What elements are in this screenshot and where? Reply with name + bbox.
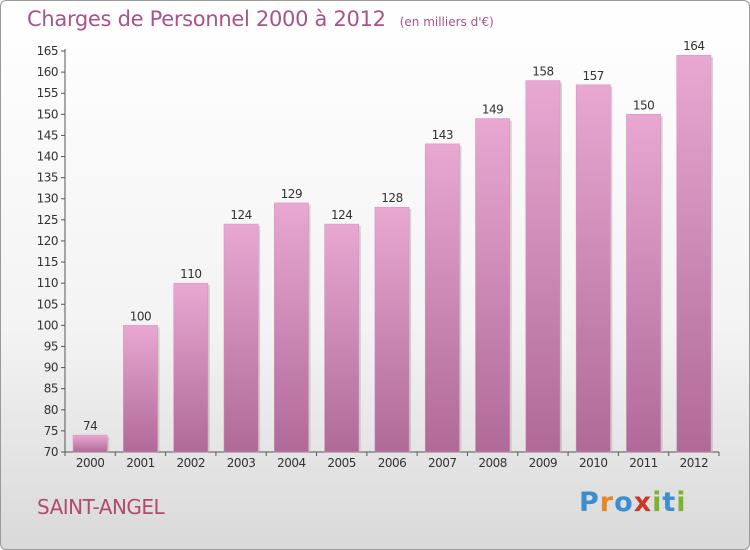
data-label-2011: 150 <box>633 98 654 112</box>
bar-2010 <box>575 84 611 453</box>
data-label-2007: 143 <box>432 128 453 142</box>
y-tick-label: 155 <box>37 86 58 100</box>
y-tick-label: 150 <box>37 107 58 121</box>
bar-2004 <box>274 202 309 453</box>
y-tick-label: 130 <box>37 192 58 206</box>
data-label-2004: 129 <box>281 187 302 201</box>
chart-subtitle: (en milliers d'€) <box>399 15 494 29</box>
data-label-2005: 124 <box>331 208 352 222</box>
y-tick-label: 145 <box>37 128 58 142</box>
bar-2012 <box>676 54 712 453</box>
x-tick-label-2006: 2006 <box>378 456 407 470</box>
y-tick-label: 110 <box>37 276 58 290</box>
x-tick-label-2009: 2009 <box>529 456 558 470</box>
data-label-2010: 157 <box>583 69 604 83</box>
y-tick-label: 100 <box>37 318 58 332</box>
y-tick-label: 85 <box>44 382 58 396</box>
data-label-2001: 100 <box>130 309 151 323</box>
x-tick-label-2012: 2012 <box>680 456 709 470</box>
x-tick-label-2004: 2004 <box>277 456 306 470</box>
logo-letter: x <box>633 487 653 518</box>
y-tick-label: 165 <box>37 44 58 58</box>
y-tick-label: 140 <box>37 150 58 164</box>
y-tick-label: 80 <box>44 403 58 417</box>
data-label-2006: 128 <box>381 191 402 205</box>
data-label-2003: 124 <box>230 208 251 222</box>
data-label-2008: 149 <box>482 103 503 117</box>
bar-2008 <box>475 118 510 453</box>
data-label-2012: 164 <box>683 39 704 53</box>
bars <box>72 54 713 453</box>
x-tick-label-2003: 2003 <box>227 456 256 470</box>
bar-2002 <box>173 282 209 453</box>
x-tick-label-2005: 2005 <box>327 456 356 470</box>
y-tick-label: 120 <box>37 234 58 248</box>
bar-2011 <box>626 114 661 453</box>
data-label-2009: 158 <box>532 65 553 79</box>
x-tick-label-2001: 2001 <box>126 456 155 470</box>
y-tick-label: 105 <box>37 297 58 311</box>
axes: 70 75 80 85 90 95 100 105 110 115 120 125 130 135 140 1… <box>37 44 720 470</box>
y-tick-label: 125 <box>37 213 58 227</box>
data-label-2002: 110 <box>180 267 201 281</box>
logo-letter: i <box>652 487 663 518</box>
logo-letter: t <box>662 487 677 518</box>
bar-2006 <box>374 206 410 453</box>
x-tick-label-2011: 2011 <box>629 456 658 470</box>
bar-2007 <box>424 143 460 453</box>
data-labels: 74 100 110 124 129 124 128 143 149 158 157 150 164 <box>83 39 705 433</box>
bar-2005 <box>324 223 360 453</box>
y-tick-label: 90 <box>44 361 58 375</box>
commune-name: SAINT-ANGEL <box>37 495 165 519</box>
bar-2000 <box>72 434 108 453</box>
bar-2001 <box>123 325 158 453</box>
logo-letter: i <box>676 487 687 518</box>
y-tick-label: 75 <box>44 424 58 438</box>
y-tick-label: 115 <box>37 255 58 269</box>
x-tick-label-2000: 2000 <box>76 456 105 470</box>
bar-2003 <box>223 223 259 453</box>
bar-2009 <box>525 80 561 453</box>
y-tick-label: 160 <box>37 65 58 79</box>
x-tick-label-2008: 2008 <box>478 456 507 470</box>
logo-letter: r <box>599 487 615 518</box>
logo-letter: P <box>579 487 600 518</box>
proxiti-logo: Proxiti <box>579 487 687 518</box>
data-label-2000: 74 <box>83 419 97 433</box>
logo-letter: o <box>614 487 634 518</box>
y-tick-label: 70 <box>44 445 58 459</box>
chart-title: Charges de Personnel 2000 à 2012 <box>27 7 386 31</box>
title-row: Charges de Personnel 2000 à 2012 (en mill… <box>27 7 494 31</box>
x-tick-label-2007: 2007 <box>428 456 457 470</box>
x-tick-label-2002: 2002 <box>176 456 205 470</box>
x-tick-label-2010: 2010 <box>579 456 608 470</box>
y-tick-label: 95 <box>44 339 58 353</box>
y-tick-label: 135 <box>37 171 58 185</box>
